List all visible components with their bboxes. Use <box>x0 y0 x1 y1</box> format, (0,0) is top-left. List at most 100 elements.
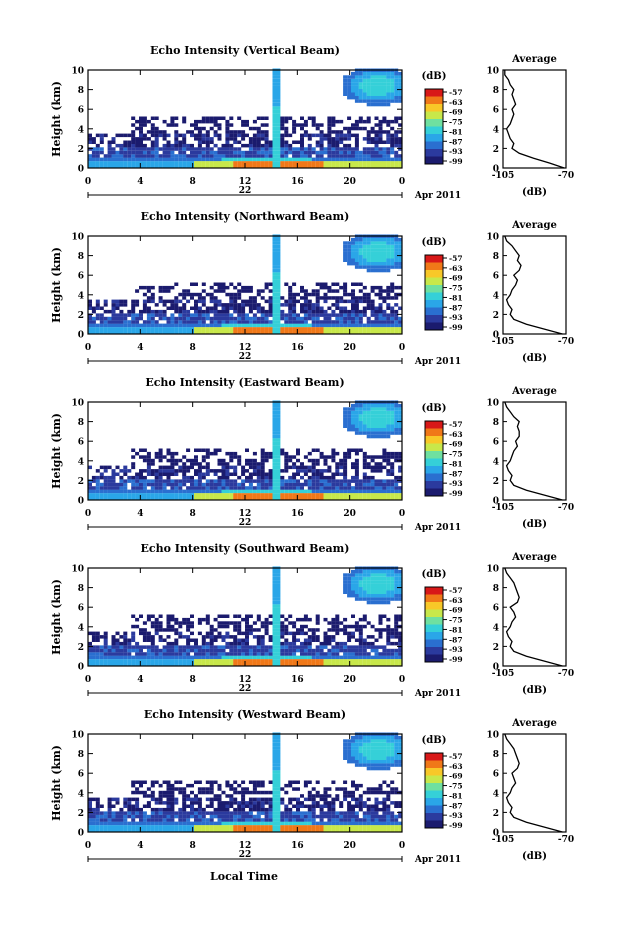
heatmap-cell <box>186 662 191 666</box>
heatmap-cell <box>154 164 159 168</box>
heatmap-cell <box>366 150 371 155</box>
heatmap-cell <box>233 154 238 158</box>
heatmap-cell <box>386 78 391 83</box>
heatmap-cell <box>358 258 363 262</box>
heatmap-cell <box>362 258 367 262</box>
heatmap-cell <box>225 662 230 666</box>
heatmap-cell <box>362 472 367 476</box>
heatmap-cell <box>241 486 246 490</box>
heatmap-cell <box>260 818 265 822</box>
heatmap-cell <box>127 469 132 473</box>
heatmap-cell <box>268 486 273 490</box>
heatmap-cell <box>315 614 320 618</box>
heatmap-cell <box>268 635 273 639</box>
heatmap-cell <box>154 150 159 155</box>
heatmap-cell <box>390 248 395 252</box>
heatmap-cell <box>127 645 132 649</box>
heatmap-cell <box>221 150 226 155</box>
heatmap-cell <box>150 807 155 812</box>
heatmap-cell <box>252 828 257 832</box>
heatmap-cell <box>351 244 355 249</box>
heatmap-cell <box>139 655 143 660</box>
heatmap-cell <box>280 624 285 629</box>
heatmap-cell <box>319 482 324 487</box>
heatmap-cell <box>150 299 155 304</box>
heatmap-cell <box>260 493 265 497</box>
heatmap-cell <box>217 282 222 286</box>
heatmap-cell <box>288 316 293 321</box>
heatmap-cell <box>378 147 383 151</box>
heatmap-cell <box>268 662 273 666</box>
heatmap-cell <box>300 306 304 310</box>
heatmap-cell <box>374 123 379 127</box>
heatmap-cell <box>319 818 324 822</box>
heatmap-cell <box>343 652 348 656</box>
heatmap-cell <box>331 496 336 500</box>
heatmap-cell <box>378 75 383 79</box>
heatmap-cell <box>264 455 269 459</box>
heatmap-cell <box>370 814 375 819</box>
y-tick-label: 2 <box>78 643 84 653</box>
heatmap-cell <box>264 123 269 127</box>
heatmap-cell <box>154 455 159 459</box>
heatmap-cell <box>186 641 191 646</box>
heatmap-cell <box>311 825 316 829</box>
heatmap-cell <box>398 614 403 618</box>
heatmap-cell <box>378 583 383 588</box>
heatmap-cell <box>398 78 403 83</box>
heatmap-cell <box>221 821 226 826</box>
heatmap-cell <box>315 655 320 660</box>
heatmap-cell <box>351 569 355 574</box>
heatmap-cell <box>213 648 218 653</box>
heatmap-cell <box>358 652 363 656</box>
heatmap-cell <box>358 617 363 622</box>
heatmap-cell <box>319 282 324 286</box>
heatmap-cell <box>288 659 293 663</box>
heatmap-cell <box>351 825 355 829</box>
heatmap-cell <box>142 143 147 148</box>
heatmap-cell <box>260 482 265 487</box>
heatmap-cell <box>370 164 375 168</box>
heatmap-cell <box>197 489 202 494</box>
heatmap-cell <box>366 241 371 245</box>
heatmap-cell <box>398 617 403 622</box>
heatmap-cell <box>398 316 403 321</box>
heatmap-cell <box>351 161 355 165</box>
heatmap-cell <box>335 303 340 307</box>
heatmap-cell <box>142 482 147 487</box>
heatmap-cell <box>288 313 293 317</box>
heatmap-cell <box>88 496 92 500</box>
heatmap-cell <box>272 580 277 584</box>
heatmap-cell <box>186 638 191 642</box>
heatmap-cell <box>229 116 234 120</box>
heatmap-cell <box>146 458 151 463</box>
heatmap-cell <box>201 659 206 663</box>
heatmap-cell <box>217 448 222 452</box>
heatmap-cell <box>354 78 359 83</box>
heatmap-cell <box>194 811 198 815</box>
heatmap-cell <box>146 316 151 321</box>
heatmap-cell <box>378 424 383 428</box>
heatmap-cell <box>135 164 140 168</box>
heatmap-cell <box>139 479 143 483</box>
heatmap-cell <box>296 807 300 812</box>
heatmap-cell <box>197 811 202 815</box>
heatmap-cell <box>146 309 151 314</box>
heatmap-cell <box>146 493 151 497</box>
heatmap-cell <box>339 130 344 134</box>
heatmap-cell <box>319 655 324 660</box>
heatmap-cell <box>154 821 159 826</box>
heatmap-cell <box>139 309 143 314</box>
heatmap-cell <box>194 489 198 494</box>
heatmap-cell <box>272 489 277 494</box>
heatmap-cell <box>288 458 293 463</box>
colorbar-tick-label: -81 <box>449 625 463 634</box>
heatmap-cell <box>284 150 289 155</box>
heatmap-cell <box>378 469 383 473</box>
heatmap-cell <box>343 313 348 317</box>
heatmap-cell <box>221 624 226 629</box>
heatmap-cell <box>245 631 249 636</box>
heatmap-cell <box>276 441 281 446</box>
heatmap-cell <box>260 496 265 500</box>
heatmap-cell <box>146 472 151 476</box>
